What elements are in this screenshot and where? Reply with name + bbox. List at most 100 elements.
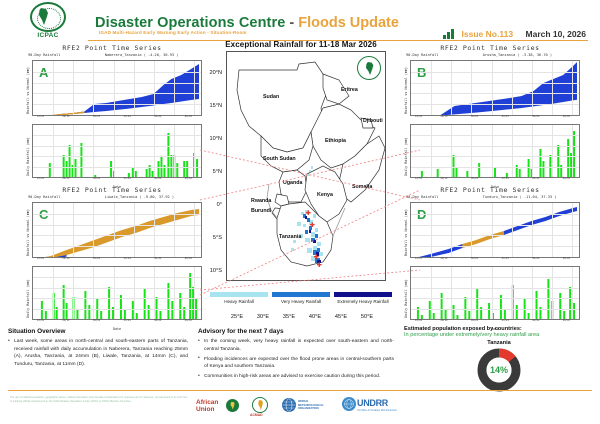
panel-a-cumulative-plot: A 200 150 100 50 0 [32,60,202,116]
lat-label-20n: 20°N [209,70,223,76]
legend-swatch-very-heavy [272,292,330,297]
issue-info: Issue No.113 March 10, 2026 [443,24,586,42]
panel-a-daily-bars [48,133,199,177]
list-item: Communities in high-risk areas are advis… [198,373,394,381]
country-label-burundi: Burundi [251,208,272,214]
panel-c-series [44,209,200,257]
header-divider [88,40,588,41]
situation-bullet-list: Last week, some areas in north-central a… [8,337,188,368]
wmo-line2: METEOROLOGICAL [298,403,324,407]
map-legend: Heavy Rainfall Very Heavy Rainfall Extre… [208,292,394,304]
advisory-bullet-list: In the coming week, very heavy rainfall … [198,337,394,381]
panel-c-station: Liwale_Tanzania ( -9.80, 37.92 ) [104,195,175,199]
country-label-rwanda: Rwanda [251,198,272,204]
lon-label-25e: 25°E [230,314,244,320]
panel-b-xlabel: Date [490,185,500,189]
panel-b-series [440,62,578,115]
issue-number: Issue No.113 [461,29,514,39]
panel-b-daily-bars [420,131,576,177]
lat-label-5s: 5°S [212,235,222,241]
icpac-label: ICPAC [37,32,59,39]
panel-d-letter: D [417,207,427,222]
lat-label-0: 0° [216,202,222,208]
panel-d-ylabel-top: Rainfall vs Normal (mm) [404,209,408,256]
au-line2: Union [196,405,215,413]
lon-label-50e: 50°E [360,314,374,320]
partner-logos: African Union ACMAD WORLD METEOROLOGICAL… [196,394,496,420]
au-emblem-icon [226,399,239,412]
country-label-kenya: Kenya [317,192,333,198]
acmad-emblem-icon [252,397,268,413]
exposure-subheading: In percentage under extremely/very heavy… [404,332,540,338]
map-canvas[interactable]: Sudan Eritrea Djibouti Ethiopia South Su… [226,51,386,281]
advisory-heading: Advisory for the next 7 days [198,328,284,335]
lat-label-5n: 5°N [212,169,222,175]
panel-d-daily-plot: 30 22 15 8 0 [410,266,580,320]
panel-c-cumulative-plot: C 350 280 210 140 70 [32,202,202,258]
wmo-line3: ORGANIZATION [298,407,319,411]
panel-c-daily-plot: 80 60 40 20 0 [32,266,202,320]
country-label-south-sudan: South Sudan [263,156,296,162]
lat-label-10s: 10°S [209,268,222,274]
panel-d-ylabel-bottom: Daily Rainfall (mm) [404,279,408,318]
page-header: ICPAC Disaster Operations Centre - Flood… [0,0,600,42]
panel-a-xlabel: Date [112,185,122,189]
panel-c-title: RFE2 Point Time Series [62,186,162,194]
panel-c-ylabel-bottom: Daily Rainfall (mm) [26,279,30,318]
icpac-logo: ICPAC [22,2,74,39]
country-label-uganda: Uganda [283,180,303,186]
lon-label-40e: 40°E [308,314,322,320]
panel-c-ylabel-top: Rainfall vs Normal (mm) [26,209,30,256]
panel-a-ylabel-bottom: Daily Rainfall (mm) [26,137,30,176]
panel-b-left-caption: 90-Day Rainfall [406,53,439,57]
exposure-section: Estimated population exposed by countrie… [404,326,594,392]
panel-b-letter: B [417,65,427,80]
panel-c: RFE2 Point Time Series 90-Day Rainfall L… [22,186,202,331]
un-globe-icon [342,397,356,411]
panel-b: RFE2 Point Time Series 90-Day Rainfall A… [400,44,580,189]
legend-label-extremely-heavy: Extremely Heavy Rainfall [337,298,389,304]
undrr-label: UNDRR [357,398,388,408]
list-item: Flooding incidences are expected over th… [198,355,394,371]
panel-a-title: RFE2 Point Time Series [62,44,162,52]
map-graphics [236,61,385,267]
panel-d-station: Tunduru_Tanzania ( -11.04, 37.33 ) [482,195,557,199]
exposure-donut-chart: 14% [477,348,521,392]
country-label-djibouti: Djibouti [363,118,383,124]
situation-overview-section: Situation Overview Last week, some areas… [8,328,188,371]
panel-b-ylabel-top: Rainfall vs Normal (mm) [404,67,408,114]
list-item: Last week, some areas in north-central a… [8,337,188,368]
situation-heading: Situation Overview [8,328,66,335]
exposure-country-label: Tanzania [487,340,511,346]
exposure-value: 14% [489,365,508,375]
panel-b-title: RFE2 Point Time Series [440,44,540,52]
african-union-logo: African Union [196,399,218,414]
panel-a-station: Naberera_Tanzania ( -4.20, 36.93 ) [104,53,179,57]
list-item: In the coming week, very heavy rainfall … [198,337,394,353]
igad-map-logo [357,56,381,80]
panel-c-xlabel: Date [112,327,122,331]
title-separator: - [285,15,299,31]
issue-date: March 10, 2026 [525,29,586,39]
legend-swatch-extremely-heavy [334,292,392,297]
africa-icon [39,8,48,25]
panel-d-xlabel: Date [490,327,500,331]
country-label-sudan: Sudan [263,94,280,100]
lon-label-45e: 45°E [334,314,348,320]
panel-d: RFE2 Point Time Series 90-Day Rainfall T… [400,186,580,331]
page-subtitle: IGAD Multi-Hazard Early Warning Early Ac… [99,30,247,35]
panel-d-title: RFE2 Point Time Series [440,186,540,194]
panel-d-cumulative-plot: D 80 65 50 35 20 [410,202,580,258]
panel-a-daily-plot: 80 60 40 20 0 [32,124,202,178]
exposure-heading: Estimated population exposed by countrie… [404,326,522,332]
igad-ring-icon [30,2,66,32]
un-emblem-icon [342,397,356,411]
panel-c-left-caption: 90-Day Rainfall [28,195,61,199]
page-title: Disaster Operations Centre - Floods Upda… [95,14,399,32]
panel-a-left-caption: 90-Day Rainfall [28,53,61,57]
panel-a-series [51,64,200,115]
legend-label-very-heavy: Very Heavy Rainfall [280,298,322,304]
country-label-ethiopia: Ethiopia [325,138,346,144]
panel-b-station: Arusha_Tanzania ( -3.38, 36.70 ) [482,53,553,57]
